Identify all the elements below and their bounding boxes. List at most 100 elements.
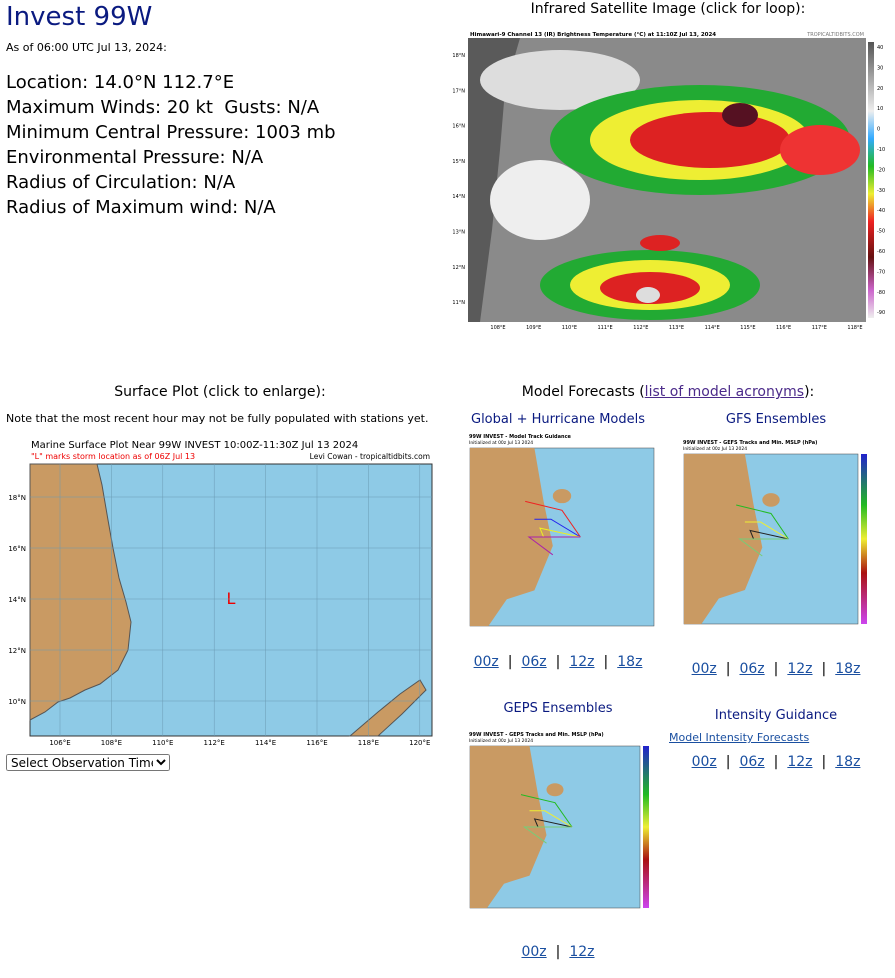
run-link[interactable]: 12z xyxy=(787,754,813,770)
separator: | xyxy=(821,754,827,770)
separator: | xyxy=(507,654,513,670)
sat-lon-label: 111°E xyxy=(597,325,612,331)
model-image[interactable]: 99W INVEST - GEPS Tracks and Min. MSLP (… xyxy=(466,728,652,920)
surface-lon-label: 120°E xyxy=(409,739,430,747)
surface-lon-label: 116°E xyxy=(306,739,327,747)
panel-title: GFS Ensembles xyxy=(725,412,827,427)
models-heading: Model Forecasts (list of model acronyms)… xyxy=(522,384,815,400)
panel-title: GEPS Ensembles xyxy=(503,701,613,716)
run-link[interactable]: 18z xyxy=(835,754,861,770)
sat-colorbar-tick: 10 xyxy=(877,106,883,112)
sat-lon-label: 118°E xyxy=(847,325,862,331)
run-link[interactable]: 12z xyxy=(569,654,595,670)
sat-colorbar-tick: -50 xyxy=(877,229,885,235)
sat-credit: TROPICALTIDBITS.COM xyxy=(806,32,864,38)
run-link[interactable]: 12z xyxy=(787,661,813,677)
image-subtitle: Initialized at 00z Jul 13 2024 xyxy=(683,446,747,452)
intensity-title: Intensity Guidance xyxy=(714,708,838,723)
sat-lat-label: 12°N xyxy=(452,265,465,271)
surface-lat-label: 10°N xyxy=(8,698,26,706)
sat-lat-label: 16°N xyxy=(452,124,465,130)
run-link[interactable]: 06z xyxy=(521,654,547,670)
sat-colorbar xyxy=(868,42,874,318)
model-image[interactable]: 99W INVEST - Model Track GuidanceInitial… xyxy=(466,430,658,638)
sat-lat-label: 14°N xyxy=(452,194,465,200)
sat-lon-label: 115°E xyxy=(740,325,755,331)
surface-credit: Levi Cowan - tropicaltidbits.com xyxy=(310,452,430,461)
sat-colorbar-tick: -80 xyxy=(877,290,885,296)
track-line xyxy=(522,826,572,844)
track-line xyxy=(525,500,581,538)
run-link[interactable]: 18z xyxy=(835,661,861,677)
sat-colorbar-tick: 40 xyxy=(877,45,883,51)
sat-lon-label: 117°E xyxy=(812,325,827,331)
sat-colorbar-tick: -30 xyxy=(877,188,885,194)
sat-colorbar-tick: 20 xyxy=(877,86,883,92)
surface-lon-label: 110°E xyxy=(152,739,173,747)
sat-lon-label: 114°E xyxy=(705,325,720,331)
map-land xyxy=(470,746,547,908)
satellite-image[interactable] xyxy=(468,38,874,322)
info-line: Environmental Pressure: N/A xyxy=(6,147,264,168)
sat-lat-label: 15°N xyxy=(452,159,465,165)
run-link[interactable]: 00z xyxy=(473,654,499,670)
run-link[interactable]: 18z xyxy=(617,654,643,670)
sat-cloud xyxy=(490,160,590,240)
model-image[interactable]: 99W INVEST - GEFS Tracks and Min. MSLP (… xyxy=(680,436,870,636)
surface-lon-label: 118°E xyxy=(358,739,379,747)
surface-land xyxy=(348,679,427,737)
track-line xyxy=(749,529,789,540)
intensity-link[interactable]: Model Intensity Forecasts xyxy=(669,731,810,744)
run-link[interactable]: 06z xyxy=(739,661,765,677)
surface-lat-label: 16°N xyxy=(8,545,26,553)
separator: | xyxy=(603,654,609,670)
run-link[interactable]: 06z xyxy=(739,754,765,770)
track-line xyxy=(534,518,581,538)
track-line xyxy=(744,521,789,540)
sat-cloud xyxy=(722,103,758,127)
observation-select[interactable]: Select Observation Time... xyxy=(6,754,170,771)
separator: | xyxy=(725,754,731,770)
mslp-colorbar xyxy=(861,454,867,624)
timestamp: As of 06:00 UTC Jul 13, 2024: xyxy=(6,41,167,54)
separator: | xyxy=(773,661,779,677)
run-link[interactable]: 00z xyxy=(691,754,717,770)
panel-title: Global + Hurricane Models xyxy=(470,412,646,427)
link[interactable]: list of model acronyms xyxy=(644,384,805,400)
run-links: 00z | 06z | 12z | 18z xyxy=(692,661,861,677)
separator: | xyxy=(555,654,561,670)
run-link[interactable]: 00z xyxy=(521,944,547,960)
sat-colorbar-tick: -90 xyxy=(877,310,885,316)
surface-lat-label: 18°N xyxy=(8,494,26,502)
storm-marker: L xyxy=(227,589,236,608)
surface-lon-label: 114°E xyxy=(255,739,276,747)
image-subtitle: Initialized at 00z Jul 13 2024 xyxy=(469,440,533,446)
image-title: 99W INVEST - GEPS Tracks and Min. MSLP (… xyxy=(469,732,604,738)
sat-colorbar-tick: -20 xyxy=(877,167,885,173)
info-line: Radius of Maximum wind: N/A xyxy=(6,197,276,218)
info-line: Maximum Winds: 20 kt Gusts: N/A xyxy=(6,97,320,118)
sat-lon-label: 112°E xyxy=(633,325,648,331)
separator: | xyxy=(555,944,561,960)
sat-colorbar-tick: -40 xyxy=(877,208,885,214)
surface-lat-label: 12°N xyxy=(8,647,26,655)
track-line xyxy=(520,794,573,828)
map-land xyxy=(684,454,763,624)
sat-image-title: Himawari-9 Channel 13 (IR) Brightness Te… xyxy=(470,32,716,38)
page-title: Invest 99W xyxy=(6,2,153,32)
run-link[interactable]: 12z xyxy=(569,944,595,960)
image-subtitle: Initialized at 00z Jul 13 2024 xyxy=(469,738,533,744)
track-line xyxy=(736,504,789,540)
run-link[interactable]: 00z xyxy=(691,661,717,677)
surface-heading: Surface Plot (click to enlarge): xyxy=(114,384,326,400)
surface-lon-label: 108°E xyxy=(101,739,122,747)
surface-image[interactable] xyxy=(28,436,433,740)
separator: | xyxy=(725,661,731,677)
image-title: 99W INVEST - GEFS Tracks and Min. MSLP (… xyxy=(683,440,817,446)
separator: | xyxy=(821,661,827,677)
sat-cloud xyxy=(640,235,680,251)
track-line xyxy=(529,810,573,828)
sat-lon-label: 108°E xyxy=(490,325,505,331)
